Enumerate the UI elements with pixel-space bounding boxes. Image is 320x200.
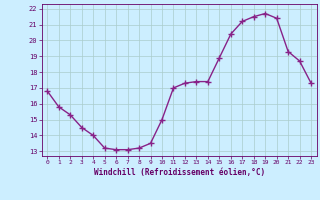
X-axis label: Windchill (Refroidissement éolien,°C): Windchill (Refroidissement éolien,°C): [94, 168, 265, 177]
